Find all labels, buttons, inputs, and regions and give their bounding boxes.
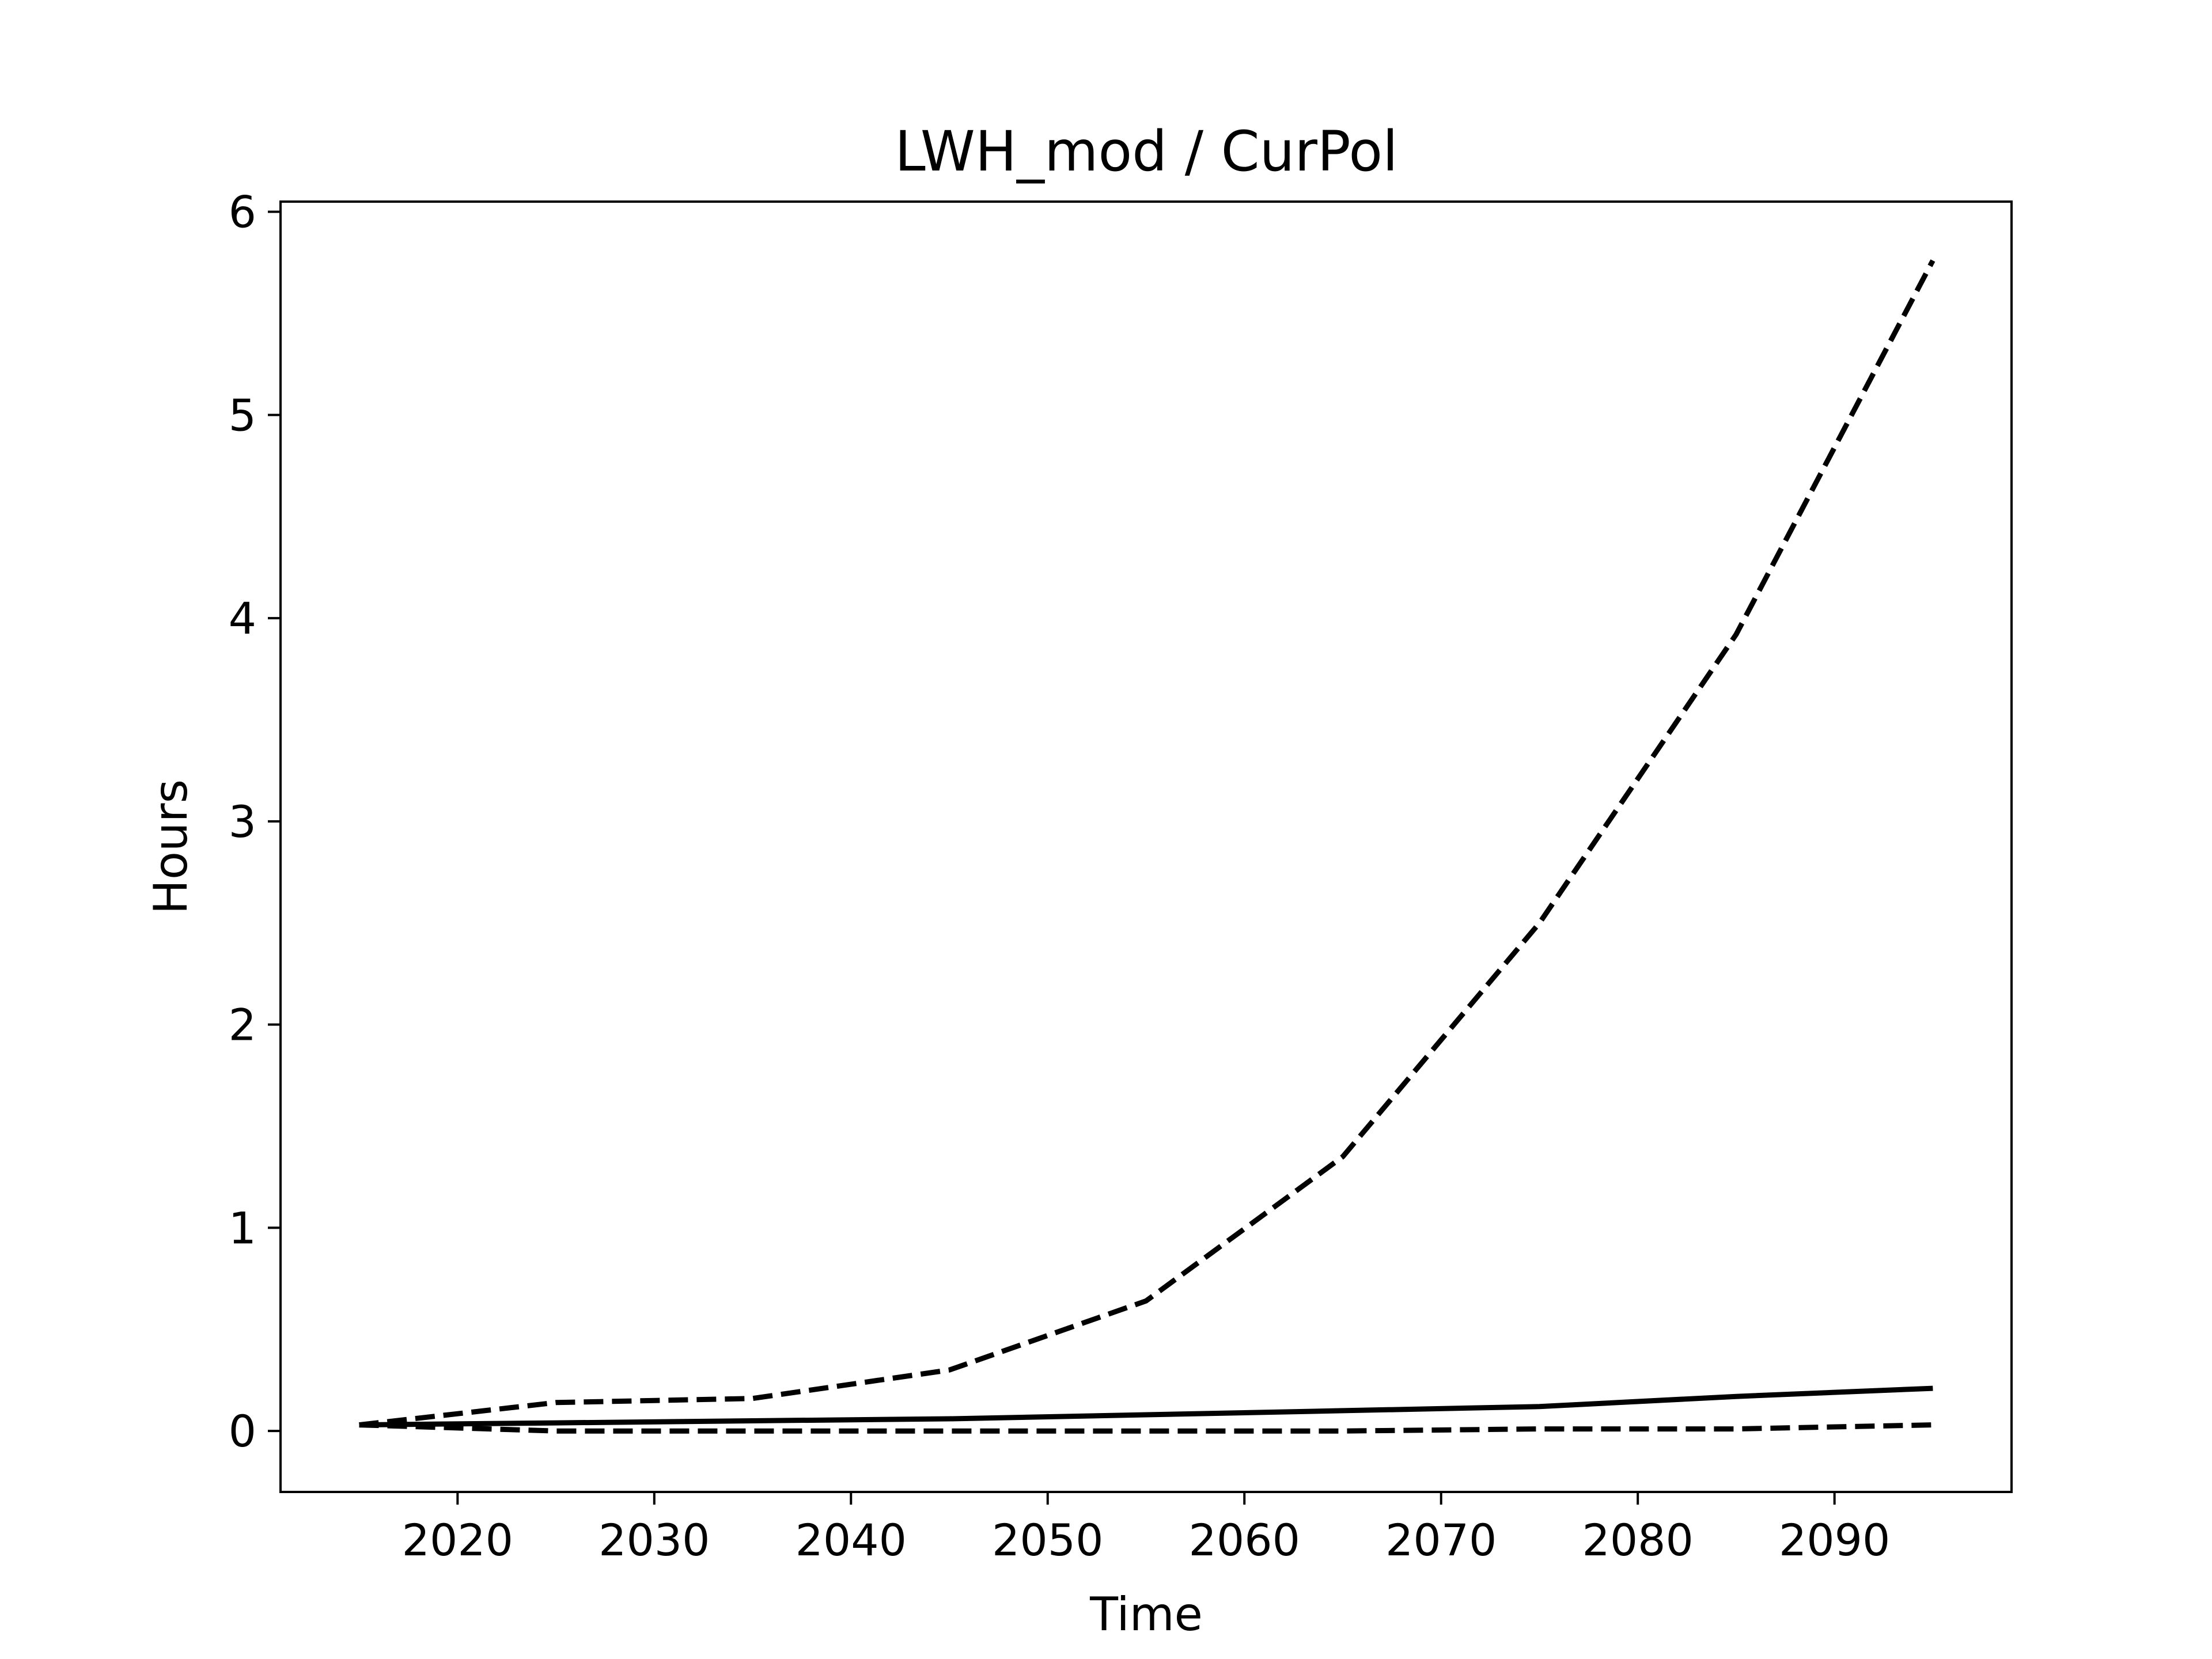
series-line-1 (359, 259, 1936, 1428)
y-tick-label: 1 (229, 1202, 256, 1253)
chart-title: LWH_mod / CurPol (895, 119, 1398, 184)
plot-series (359, 259, 1936, 1434)
x-tick-label: 2020 (402, 1514, 513, 1566)
series-line-3 (359, 1422, 1933, 1434)
series-line-2 (359, 1385, 1933, 1428)
y-axis: 0 1 2 3 4 5 6 (229, 187, 281, 1457)
y-tick-label: 3 (229, 796, 256, 847)
y-tick-label: 0 (229, 1406, 256, 1457)
x-tick-label: 2070 (1385, 1514, 1497, 1566)
x-axis-label: Time (1089, 1588, 1203, 1641)
x-axis: 2020 2030 2040 2050 2060 2070 2080 2090 (402, 1492, 1890, 1566)
x-tick-label: 2030 (599, 1514, 710, 1566)
x-tick-label: 2080 (1582, 1514, 1693, 1566)
y-tick-label: 2 (229, 999, 256, 1051)
x-tick-label: 2090 (1779, 1514, 1890, 1566)
x-tick-label: 2040 (796, 1514, 907, 1566)
y-tick-label: 4 (229, 593, 256, 644)
y-tick-label: 5 (229, 389, 256, 441)
y-tick-label: 6 (229, 187, 256, 238)
y-axis-label: Hours (144, 779, 198, 914)
x-tick-label: 2060 (1189, 1514, 1300, 1566)
x-tick-label: 2050 (992, 1514, 1103, 1566)
plot-frame (279, 200, 2013, 1493)
